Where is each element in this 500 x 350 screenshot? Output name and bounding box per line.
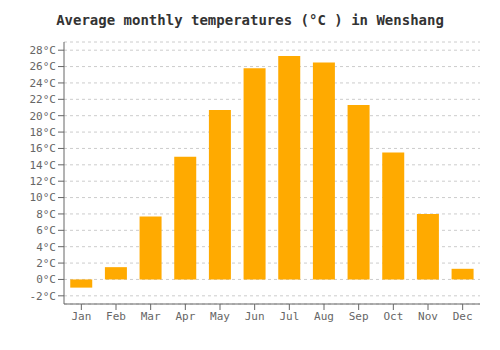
svg-text:Oct: Oct (383, 310, 403, 323)
svg-text:Nov: Nov (418, 310, 438, 323)
svg-text:Mar: Mar (141, 310, 161, 323)
svg-text:22°C: 22°C (30, 93, 57, 106)
svg-text:Dec: Dec (453, 310, 473, 323)
svg-text:16°C: 16°C (30, 142, 57, 155)
svg-text:8°C: 8°C (36, 208, 56, 221)
svg-text:Apr: Apr (175, 310, 195, 323)
svg-text:2°C: 2°C (36, 257, 56, 270)
svg-text:18°C: 18°C (30, 126, 57, 139)
svg-text:28°C: 28°C (30, 44, 57, 57)
svg-text:0°C: 0°C (36, 273, 56, 286)
svg-text:Jun: Jun (245, 310, 265, 323)
svg-text:6°C: 6°C (36, 224, 56, 237)
svg-text:4°C: 4°C (36, 241, 56, 254)
svg-text:Jan: Jan (71, 310, 91, 323)
svg-text:Jul: Jul (279, 310, 299, 323)
svg-text:May: May (210, 310, 230, 323)
svg-text:-2°C: -2°C (30, 290, 57, 303)
svg-text:14°C: 14°C (30, 159, 57, 172)
svg-text:24°C: 24°C (30, 77, 57, 90)
svg-text:10°C: 10°C (30, 191, 57, 204)
svg-text:20°C: 20°C (30, 110, 57, 123)
html-text:Average monthly temperatures (: Average monthly temperatures (°C ) in We… (56, 12, 444, 28)
svg-text:Aug: Aug (314, 310, 334, 323)
svg-text:12°C: 12°C (30, 175, 57, 188)
svg-text:Sep: Sep (349, 310, 369, 323)
svg-text:26°C: 26°C (30, 60, 57, 73)
svg-text:Feb: Feb (106, 310, 126, 323)
